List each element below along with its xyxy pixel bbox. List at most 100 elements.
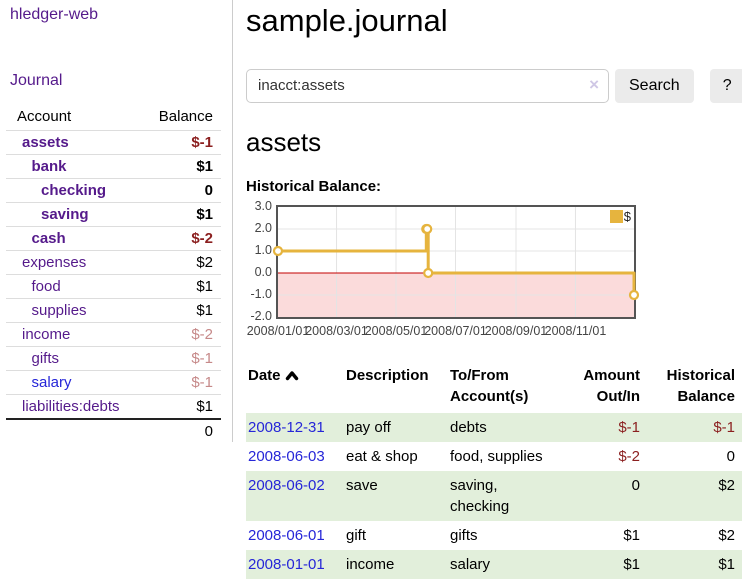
accounts-total-balance: 0 <box>136 418 221 443</box>
account-balance: $-1 <box>136 130 221 155</box>
accounts-header-balance: Balance <box>136 104 221 131</box>
accounts-table-body: assets $-1 bank $1 checking 0 saving $1 cash $-2 e… <box>6 130 221 420</box>
data-point-marker <box>628 289 640 301</box>
account-row: assets $-1 <box>6 130 221 155</box>
account-balance: $1 <box>136 394 221 420</box>
account-row: cash $-2 <box>6 226 221 251</box>
account-row: gifts $-1 <box>6 346 221 371</box>
register-header-balance: Historical Balance <box>666 366 735 405</box>
account-row: supplies $1 <box>6 298 221 323</box>
account-link-expenses[interactable]: expenses <box>22 253 87 271</box>
chart-plot-area: $ <box>272 204 640 319</box>
transaction-date-link[interactable]: 2008-12-31 <box>248 418 325 436</box>
account-link-bank[interactable]: bank <box>31 157 67 175</box>
transaction-accounts: saving, checking <box>450 476 510 515</box>
transaction-accounts: salary <box>450 555 491 573</box>
account-row: bank $1 <box>6 154 221 179</box>
account-balance: $-2 <box>136 226 221 251</box>
account-balance: 0 <box>136 178 221 203</box>
chart-title: Historical Balance: <box>246 177 382 195</box>
account-link-saving[interactable]: saving <box>41 205 89 223</box>
transaction-row: 2008-01-01 income salary $1 $1 <box>246 549 742 579</box>
transaction-date-link[interactable]: 2008-06-02 <box>248 476 325 494</box>
account-link-income[interactable]: income <box>22 325 71 343</box>
y-tick-label: 1.0 <box>254 242 272 257</box>
y-tick-label: 2.0 <box>254 220 272 235</box>
x-tick-label: 2008/03/01 <box>305 323 368 338</box>
sidebar: hledger-web Journal Account Balance asse… <box>0 0 233 443</box>
y-tick-label: 0.0 <box>254 264 272 279</box>
account-link-assets[interactable]: assets <box>22 133 69 151</box>
account-row: food $1 <box>6 274 221 299</box>
account-row: expenses $2 <box>6 250 221 275</box>
transaction-description: pay off <box>346 418 391 436</box>
transaction-description: gift <box>346 526 367 544</box>
transaction-balance: $1 <box>718 555 735 573</box>
register-body: 2008-12-31 pay off debts $-1 $-1 2008-06-03 ea… <box>246 412 742 579</box>
legend-swatch-icon <box>609 209 623 223</box>
register-header-date-label: Date <box>248 366 281 384</box>
account-balance: $-1 <box>136 346 221 371</box>
transaction-balance: 0 <box>726 447 735 465</box>
transaction-row: 2008-06-03 eat & shop food, supplies $-2 0 <box>246 442 742 471</box>
account-row: salary $-1 <box>6 370 221 395</box>
transaction-amount: $-2 <box>618 447 640 465</box>
transaction-accounts: debts <box>450 418 487 436</box>
account-link-supplies[interactable]: supplies <box>31 301 87 319</box>
chart-svg <box>272 206 640 317</box>
transaction-balance: $2 <box>718 476 735 494</box>
y-tick-label: 3.0 <box>254 198 272 213</box>
register-header-amount: Amount Out/In <box>583 366 640 405</box>
register-header-description: Description <box>346 366 429 384</box>
legend-label: $ <box>623 208 631 224</box>
account-link-gifts[interactable]: gifts <box>31 349 60 367</box>
account-balance: $2 <box>136 250 221 275</box>
transaction-accounts: food, supplies <box>450 447 543 465</box>
accounts-header-row: Account Balance <box>6 104 221 131</box>
account-balance: $1 <box>136 298 221 323</box>
x-tick-label: 2008/11/01 <box>544 323 607 338</box>
transaction-amount: $1 <box>623 555 640 573</box>
transaction-balance: $2 <box>718 526 735 544</box>
register-header-row: Date Description To/From Account(s) Amou… <box>246 363 742 413</box>
account-row: liabilities:debts $1 <box>6 394 221 420</box>
transaction-description: eat & shop <box>346 447 418 465</box>
transaction-description: save <box>346 476 378 494</box>
transaction-balance: $-1 <box>713 418 735 436</box>
account-link-food[interactable]: food <box>31 277 61 295</box>
account-balance: $-2 <box>136 322 221 347</box>
register-header-date[interactable]: Date <box>246 363 344 413</box>
x-tick-label: 2008/07/01 <box>424 323 487 338</box>
account-link-liabilities-debts[interactable]: liabilities:debts <box>22 397 120 415</box>
historical-balance-chart: 3.0 2.0 1.0 0.0 -1.0 -2.0 $ 2008/01/01 2008/03… <box>246 199 742 357</box>
search-box: × <box>246 68 609 103</box>
transaction-date-link[interactable]: 2008-06-01 <box>248 526 325 544</box>
sidebar-item-journal[interactable]: Journal <box>10 72 63 89</box>
account-link-checking[interactable]: checking <box>41 181 107 199</box>
y-tick-label: -1.0 <box>250 286 272 301</box>
account-balance: $1 <box>136 274 221 299</box>
transaction-date-link[interactable]: 2008-06-03 <box>248 447 325 465</box>
search-bar: × Search ? <box>246 68 742 103</box>
transaction-date-link[interactable]: 2008-01-01 <box>248 555 325 573</box>
account-link-cash[interactable]: cash <box>31 229 66 247</box>
app-title-link[interactable]: hledger-web <box>10 6 99 23</box>
account-link-salary[interactable]: salary <box>31 373 72 391</box>
account-balance: $-1 <box>136 370 221 395</box>
transaction-accounts: gifts <box>450 526 478 544</box>
account-row: saving $1 <box>6 202 221 227</box>
account-heading: assets <box>246 126 322 157</box>
clear-search-icon[interactable]: × <box>589 74 599 94</box>
account-row: checking 0 <box>6 178 221 203</box>
data-point-marker <box>423 267 434 279</box>
account-row: income $-2 <box>6 322 221 347</box>
help-button[interactable]: ? <box>709 68 742 103</box>
data-point-marker <box>272 245 284 257</box>
chart-x-axis: 2008/01/01 2008/03/01 2008/05/01 2008/07/01… <box>247 323 634 342</box>
account-balance: $1 <box>136 154 221 179</box>
search-input[interactable] <box>246 68 609 103</box>
x-tick-label: 2008/01/01 <box>246 323 310 338</box>
chart-y-axis: 3.0 2.0 1.0 0.0 -1.0 -2.0 <box>246 199 272 323</box>
search-button[interactable]: Search <box>615 68 694 103</box>
transaction-description: income <box>346 555 395 573</box>
